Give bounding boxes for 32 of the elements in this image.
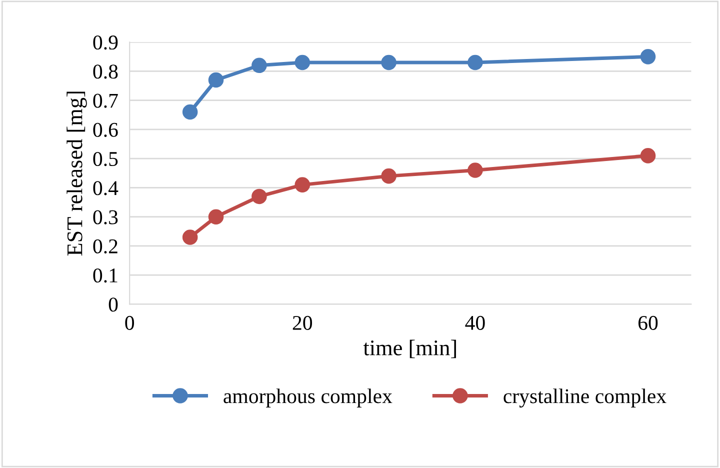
point — [640, 49, 656, 64]
point — [381, 168, 396, 184]
point — [252, 58, 267, 74]
point — [381, 54, 396, 70]
point — [208, 209, 224, 224]
x-axis-title: time [min] — [363, 340, 456, 358]
y-tick-label: 0 — [108, 298, 118, 312]
legend-label: crystalline complex — [504, 388, 666, 408]
x-tick-label: 60 — [638, 316, 658, 330]
point — [182, 230, 198, 245]
point — [468, 162, 483, 178]
y-tick-label: 0.4 — [93, 181, 118, 196]
y-tick-label: 0.9 — [93, 35, 118, 50]
y-tick-label: 0.6 — [93, 122, 118, 138]
point — [252, 188, 267, 204]
y-axis-title: EST released [mg] — [66, 92, 87, 256]
x-tick-label: 20 — [292, 316, 312, 330]
x-tick-label: 40 — [465, 316, 485, 330]
y-tick-label: 0.2 — [93, 239, 118, 254]
point — [182, 104, 198, 120]
point — [208, 72, 224, 88]
point — [640, 148, 656, 164]
point — [294, 177, 310, 192]
point — [294, 54, 310, 70]
y-tick-label: 0.8 — [93, 64, 118, 79]
y-tick-label: 0.5 — [93, 152, 118, 166]
legend-label: amorphous complex — [224, 388, 392, 408]
y-tick-label: 0.1 — [93, 268, 118, 283]
y-tick-label: 0.3 — [93, 210, 118, 224]
y-tick-label: 0.7 — [93, 94, 118, 108]
point — [468, 54, 483, 70]
x-tick-label: 0 — [125, 316, 134, 330]
